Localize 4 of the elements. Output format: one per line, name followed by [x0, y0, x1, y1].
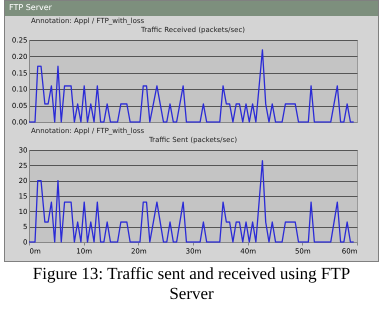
- line-series: [28, 160, 354, 243]
- text: FTP Server: [5, 1, 378, 16]
- line-series: [28, 49, 354, 123]
- caption: Figure 13: Traffic sent and received using FTP Server: [32, 263, 352, 304]
